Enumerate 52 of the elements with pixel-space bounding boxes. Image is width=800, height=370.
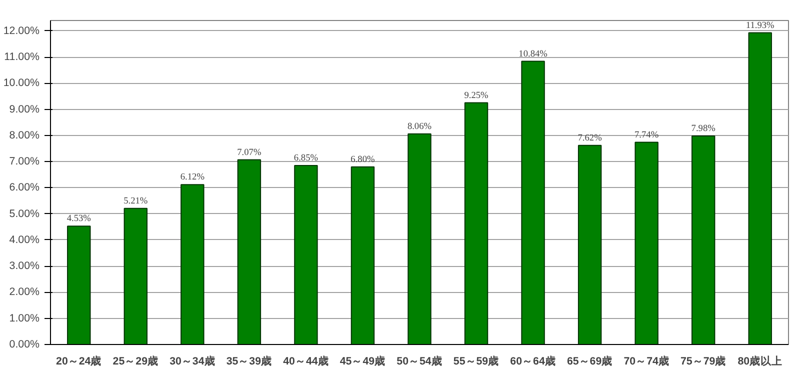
bar (578, 144, 602, 344)
x-tick-label: 45～49歳 (340, 354, 386, 368)
x-tick-label: 65～69歳 (566, 354, 613, 368)
bar (294, 165, 318, 344)
bar (350, 166, 375, 344)
bar (521, 60, 545, 344)
x-tick-label: 70～74歳 (624, 354, 670, 368)
data-label: 6.85% (294, 154, 318, 164)
data-label: 7.07% (237, 148, 262, 158)
y-tick-label: 2.00% (9, 286, 40, 298)
x-tick-label: 60～64歳 (510, 354, 556, 368)
x-tick-label: 40～44歳 (283, 354, 329, 368)
y-tick-label: 5.00% (9, 208, 40, 220)
data-label: 10.84% (518, 49, 548, 60)
x-tick-label: 75～79歳 (680, 354, 726, 368)
y-tick-label: 3.00% (9, 260, 40, 272)
data-label: 8.06% (407, 122, 432, 132)
bar (464, 102, 488, 344)
bar (691, 135, 716, 344)
x-tick-label: 35～39歳 (226, 354, 272, 368)
data-label: 11.93% (746, 20, 775, 31)
data-label: 7.74% (634, 130, 659, 140)
y-tick-label: 9.00% (9, 103, 40, 116)
data-label: 4.53% (66, 214, 92, 224)
bar (237, 159, 262, 344)
y-tick-label: 4.00% (9, 234, 40, 246)
bar (408, 133, 432, 344)
y-tick-label: 0.00% (9, 338, 40, 350)
data-label: 9.25% (464, 90, 489, 101)
data-label: 6.80% (350, 154, 376, 165)
y-tick-label: 6.00% (9, 182, 40, 194)
x-tick-label: 20～24歳 (56, 354, 102, 368)
bar (180, 184, 204, 344)
y-tick-label: 1.00% (9, 312, 40, 324)
data-label: 5.21% (124, 196, 148, 206)
x-tick-label: 30～34歳 (170, 354, 216, 368)
bar (748, 32, 772, 344)
x-tick-label: 25～29歳 (112, 354, 159, 368)
data-label: 7.62% (578, 133, 602, 144)
y-tick-label: 12.00% (3, 24, 40, 37)
x-tick-label: 80歳以上 (738, 354, 783, 368)
data-label: 7.98% (691, 124, 716, 134)
y-tick-label: 8.00% (9, 129, 40, 142)
y-tick-label: 10.00% (3, 77, 40, 90)
bar (634, 142, 658, 344)
bar (67, 226, 91, 344)
x-tick-label: 55～59歳 (453, 354, 500, 368)
bar (124, 208, 148, 344)
y-tick-label: 7.00% (9, 156, 40, 168)
x-tick-label: 50～54歳 (396, 354, 442, 368)
data-label: 6.12% (180, 172, 205, 183)
y-tick-label: 11.00% (4, 51, 40, 64)
